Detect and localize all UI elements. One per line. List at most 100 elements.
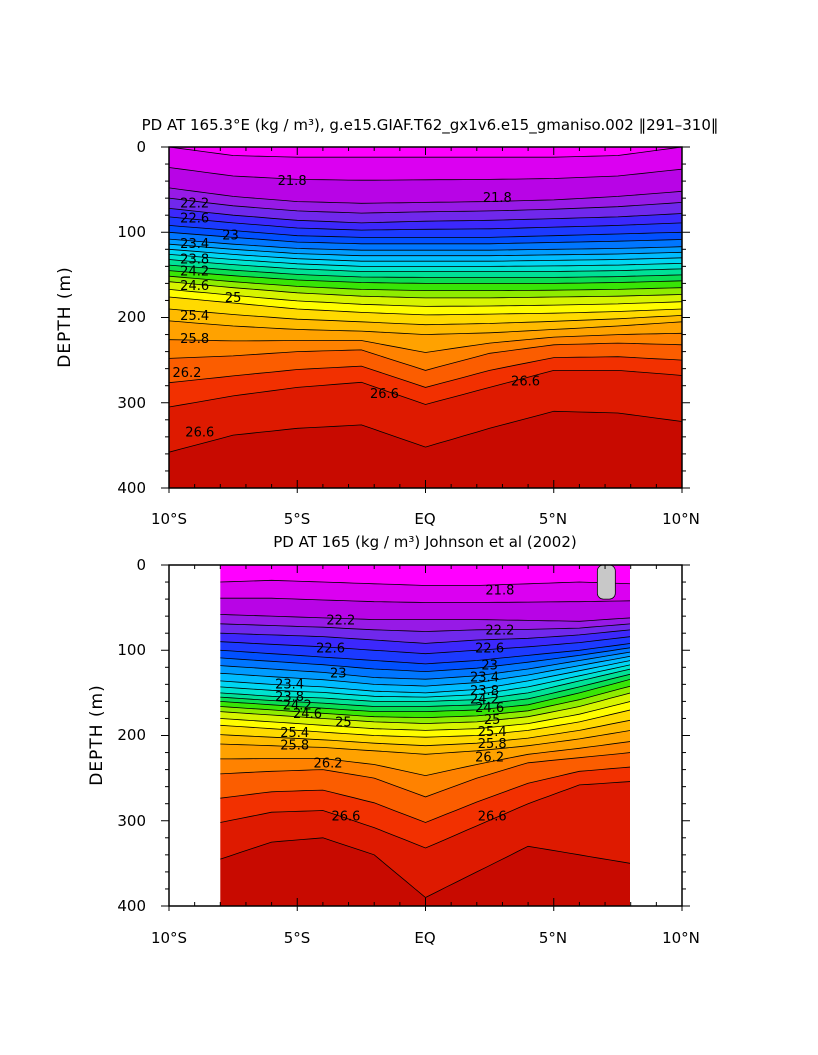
missing-data-patch [596,565,616,600]
contour-label: 22.6 [316,642,345,657]
isopycnal-line [220,629,630,644]
isopycnal-line [220,668,630,702]
density-band [220,629,630,654]
contour-label: 23.4 [180,237,209,252]
isopycnal-line [220,660,630,694]
density-band [169,232,682,251]
isopycnal-line [169,197,682,214]
density-band [220,730,630,776]
isopycnal-line [220,664,630,698]
y-tick-label: 100 [117,641,146,659]
density-band [169,259,682,278]
contour-label: 22.2 [485,624,514,639]
contour-label: 25 [335,716,352,731]
contour-label: 25.8 [180,332,209,347]
isopycnal-line [220,597,630,603]
isopycnal-line [220,837,630,898]
contour-label: 25.4 [478,725,507,740]
y-tick-labels: 0 100 200 300 400 [117,556,146,915]
isopycnal-line [220,655,630,687]
isopycnal-line [220,647,630,673]
contour-label: 23.4 [470,671,499,686]
density-band [169,187,682,214]
density-band [220,767,630,848]
isopycnal-line [220,673,630,707]
density-band [169,239,682,256]
contour-label: 24.6 [180,279,209,294]
isopycnal-line [169,289,682,307]
contour-label: 24.2 [283,699,312,714]
isopycnal-line [220,651,630,680]
isopycnal-line [169,296,682,316]
contour-label: 25 [484,713,501,728]
y-tick-label: 0 [136,138,146,156]
contour-plot-area [169,147,682,488]
x-tick-label: 5°S [284,510,311,528]
density-band [169,265,682,284]
density-band [220,710,630,746]
isopycnal-line [169,270,682,284]
contour-label: 22.2 [180,196,209,211]
density-band [169,289,682,315]
density-band [220,647,630,680]
isopycnal-line [169,369,682,408]
contour-label: 25.8 [280,739,309,754]
contour-label: 22.6 [180,212,209,227]
density-band [220,669,630,707]
contour-label: 26.6 [185,426,214,441]
contour-label: 22.6 [475,642,504,657]
density-band [220,652,630,687]
tick-mark-layer [161,564,690,911]
isopycnal-line [169,259,682,272]
density-band [220,686,630,724]
isopycnal-line [169,147,682,158]
density-band [169,309,682,335]
isopycnal-line [220,741,630,777]
density-band [169,370,682,453]
isopycnal-line [169,187,682,204]
isopycnal-line [169,167,682,181]
isopycnal-line [220,623,630,632]
isopycnal-line [220,766,630,823]
y-tick-label: 400 [117,897,146,915]
isopycnal-line [169,264,682,278]
chart-title: PD AT 165.3°E (kg / m³), g.e15.GIAF.T62_… [142,116,719,135]
density-band [220,664,630,702]
density-band [169,320,682,353]
isopycnal-line [169,308,682,326]
panel-observations: PD AT 165 (kg / m³) Johnson et al (2002)… [87,533,700,947]
density-band [220,674,630,712]
contour-label: 24.6 [475,701,504,716]
isopycnal-line [220,678,630,712]
contour-label: 24.2 [180,264,209,279]
isopycnal-line-layer [220,579,630,898]
y-tick-label: 0 [136,556,146,574]
contour-label: 25.4 [180,309,209,324]
isopycnal-line [220,719,630,747]
density-band [220,693,630,731]
contour-label: 26.6 [511,374,540,389]
contour-label: 24.2 [470,693,499,708]
density-band [169,167,682,204]
density-band [220,614,630,632]
density-band [220,623,630,644]
contour-plot-area [220,565,630,906]
isopycnal-line [169,356,682,388]
density-fill-layer [169,147,682,488]
isopycnal-line [220,685,630,719]
chart-title: PD AT 165 (kg / m³) Johnson et al (2002) [273,533,576,551]
isopycnal-line [220,781,630,849]
isopycnal-line [169,342,682,371]
x-tick-label: 5°S [284,929,311,947]
contour-label: 25.4 [280,726,309,741]
isopycnal-line [169,231,682,245]
y-axis-label: DEPTH (m) [55,266,75,367]
density-band [169,147,682,181]
density-band [220,720,630,755]
isopycnal-line [169,225,682,238]
y-tick-label: 100 [117,223,146,241]
density-band [169,208,682,231]
density-band [169,254,682,272]
contour-label: 25.8 [478,737,507,752]
